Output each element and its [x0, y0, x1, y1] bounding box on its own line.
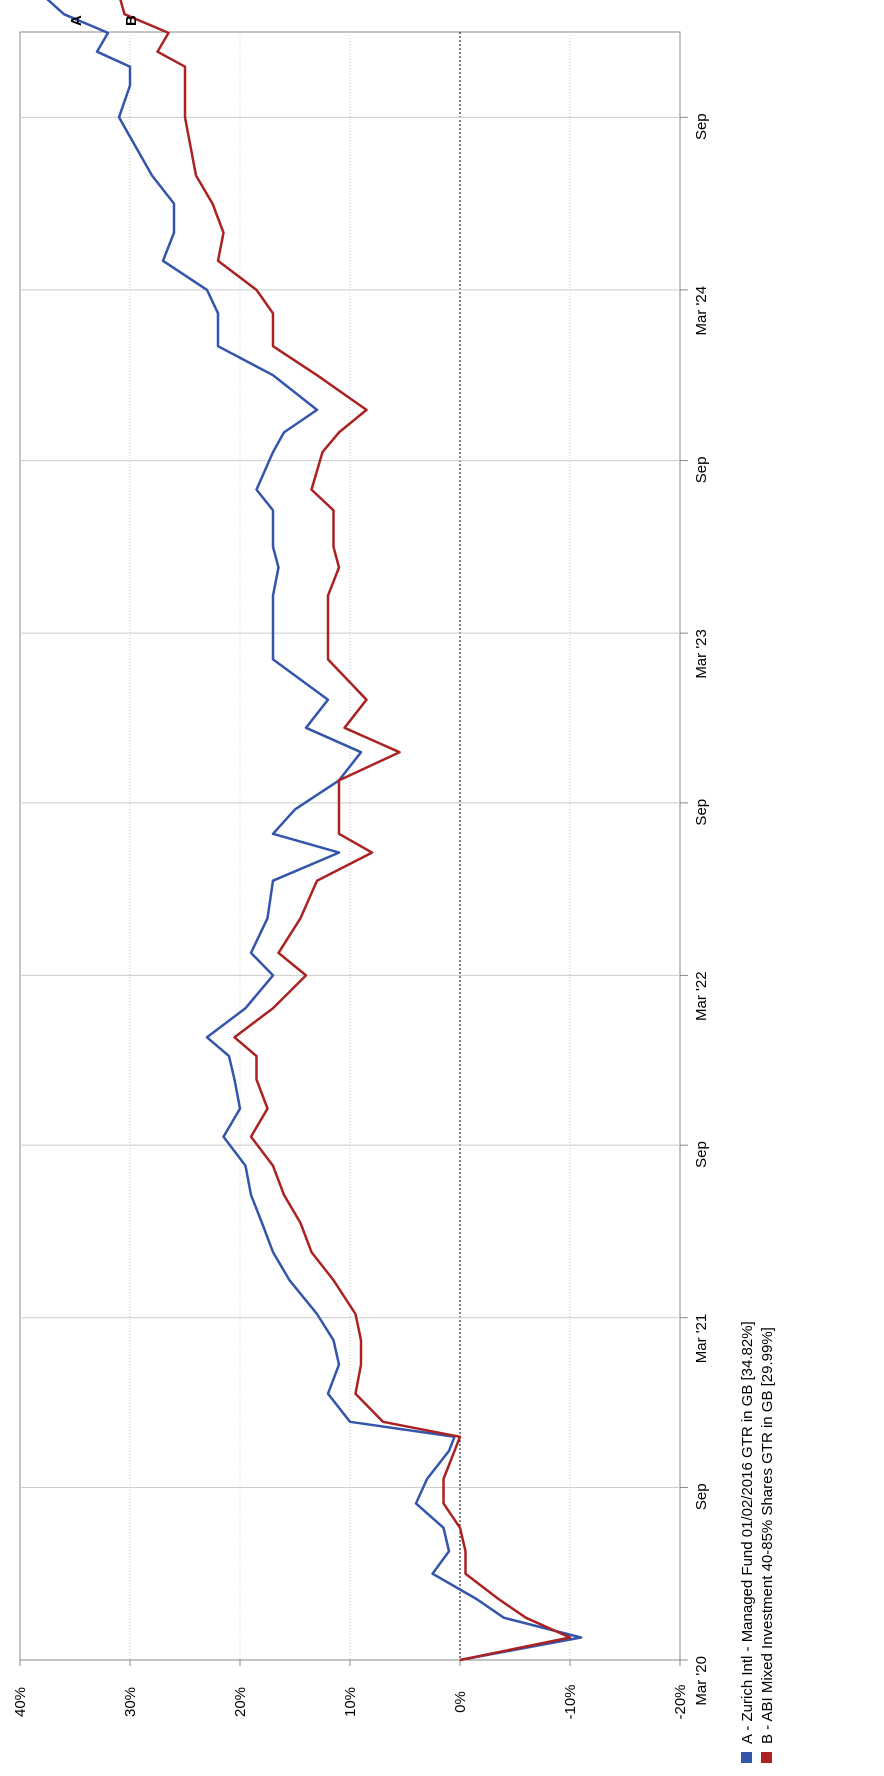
legend-swatch [741, 1752, 752, 1763]
series-end-label-b: B [123, 15, 140, 26]
value-tick-label: 10% [342, 1687, 359, 1717]
time-tick-label: Sep [693, 457, 710, 484]
time-tick-label: Sep [693, 1141, 710, 1168]
value-tick-label: -20% [672, 1684, 689, 1719]
series-end-label-a: A [68, 15, 85, 26]
legend-entry: A - Zurich Intl - Managed Fund 01/02/201… [739, 1321, 756, 1744]
value-tick-label: 30% [122, 1687, 139, 1717]
series-line-a [46, 0, 583, 1662]
value-tick-label: -10% [562, 1684, 579, 1719]
value-tick-label: 20% [232, 1687, 249, 1717]
legend-entry: B - ABI Mixed Investment 40-85% Shares G… [759, 1327, 776, 1744]
time-tick-label: Mar '24 [693, 286, 710, 336]
series-line-b [119, 0, 572, 1662]
time-tick-label: Mar '22 [693, 971, 710, 1021]
time-tick-label: Sep [693, 799, 710, 826]
time-tick-label: Sep [693, 1483, 710, 1510]
time-tick-label: Mar '23 [693, 629, 710, 679]
legend-swatch [761, 1752, 772, 1763]
value-tick-label: 0% [452, 1691, 469, 1713]
time-tick-label: Sep [693, 113, 710, 140]
time-tick-label: Mar '21 [693, 1314, 710, 1364]
value-tick-label: 40% [12, 1687, 29, 1717]
time-tick-label: Mar '20 [693, 1656, 710, 1706]
